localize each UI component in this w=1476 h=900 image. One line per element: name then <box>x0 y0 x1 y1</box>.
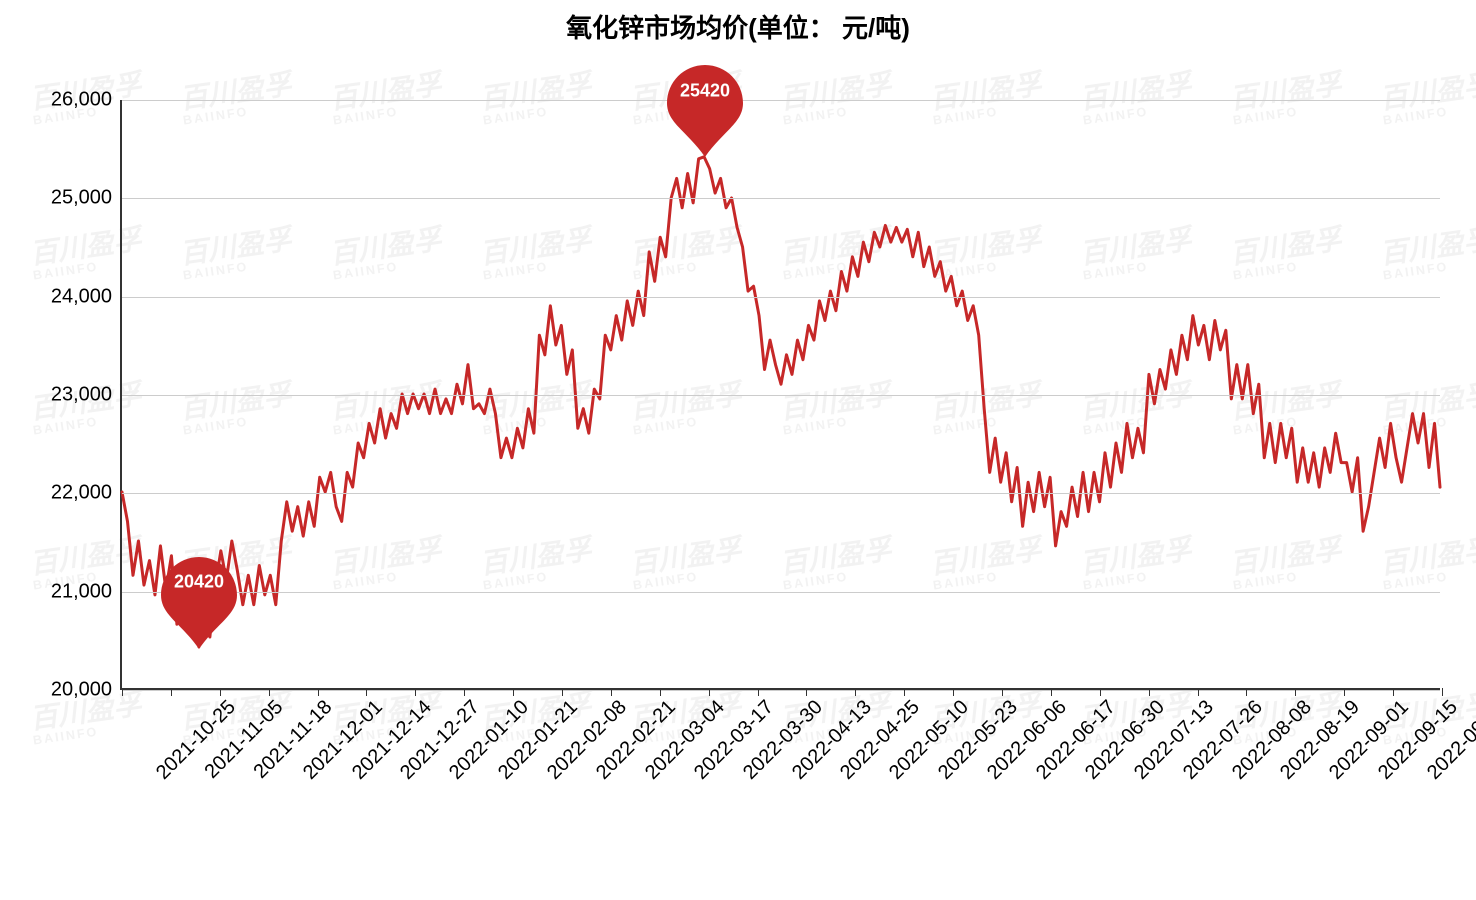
x-tick <box>171 688 172 696</box>
x-tick <box>513 688 514 696</box>
x-tick <box>464 688 465 696</box>
x-tick <box>415 688 416 696</box>
x-tick <box>366 688 367 696</box>
x-tick <box>758 688 759 696</box>
x-tick <box>806 688 807 696</box>
y-tick-label: 21,000 <box>51 580 112 603</box>
x-tick <box>269 688 270 696</box>
x-tick <box>1344 688 1345 696</box>
x-tick <box>1198 688 1199 696</box>
x-tick <box>1393 688 1394 696</box>
x-tick <box>1442 688 1443 696</box>
y-gridline <box>122 493 1440 494</box>
y-tick-label: 20,000 <box>51 679 112 702</box>
x-tick <box>953 688 954 696</box>
x-tick <box>1002 688 1003 696</box>
y-tick-label: 25,000 <box>51 187 112 210</box>
x-tick <box>855 688 856 696</box>
y-gridline <box>122 297 1440 298</box>
x-tick <box>1149 688 1150 696</box>
price-line-series <box>122 100 1440 688</box>
x-tick <box>318 688 319 696</box>
x-tick <box>611 688 612 696</box>
x-tick <box>1246 688 1247 696</box>
x-tick <box>1100 688 1101 696</box>
y-gridline <box>122 198 1440 199</box>
x-tick <box>709 688 710 696</box>
y-tick-label: 26,000 <box>51 89 112 112</box>
x-tick <box>1295 688 1296 696</box>
y-tick-label: 22,000 <box>51 482 112 505</box>
y-tick-label: 24,000 <box>51 285 112 308</box>
y-tick-label: 23,000 <box>51 384 112 407</box>
x-tick <box>660 688 661 696</box>
x-tick <box>220 688 221 696</box>
x-tick <box>122 688 123 696</box>
x-tick <box>1051 688 1052 696</box>
y-gridline <box>122 100 1440 101</box>
chart-plot-area: 20,00021,00022,00023,00024,00025,00026,0… <box>120 100 1440 690</box>
y-gridline <box>122 690 1440 691</box>
y-gridline <box>122 395 1440 396</box>
y-gridline <box>122 592 1440 593</box>
x-tick <box>562 688 563 696</box>
chart-title: 氧化锌市场均价(单位： 元/吨) <box>0 8 1476 45</box>
x-tick <box>904 688 905 696</box>
